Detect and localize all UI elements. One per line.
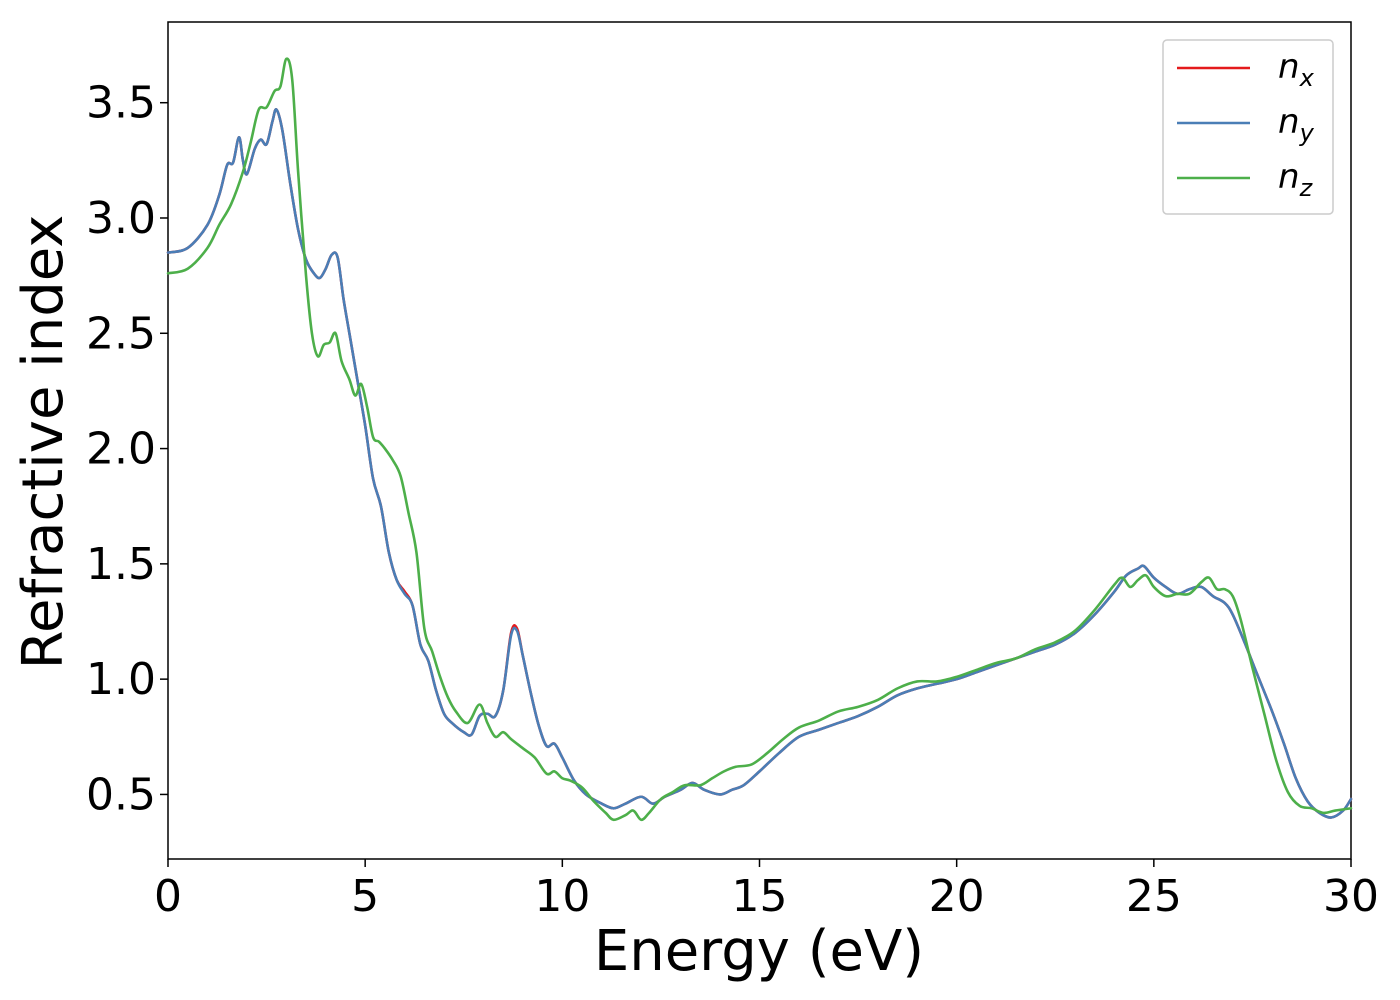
series-line-nz [166,57,1353,822]
y-axis-label: Refractive index [11,215,76,670]
x-tick-label: 30 [1323,871,1379,922]
legend: nx ny nz [1162,39,1334,215]
x-tick-label: 15 [732,871,788,922]
x-axis-ticks: 0 5 10 15 20 25 30 [154,859,1379,922]
series-layer [166,57,1353,822]
y-tick-label: 3.5 [86,78,156,129]
y-tick-label: 2.0 [86,424,156,475]
x-tick-label: 20 [929,871,985,922]
legend-box [1162,39,1334,215]
x-tick-label: 0 [154,871,182,922]
legend-label-nz: nz [1278,157,1314,202]
series-line-ny [166,108,1353,819]
plot-area: 0 5 10 15 20 25 30 0.5 1.0 1.5 2.0 2.5 3.0 3.5 [86,21,1379,922]
y-axis-ticks: 0.5 1.0 1.5 2.0 2.5 3.0 3.5 [86,78,168,820]
x-axis-label: Energy (eV) [594,919,924,984]
x-tick-label: 5 [351,871,379,922]
series-line-nx [166,108,1353,819]
y-tick-label: 1.0 [86,654,156,705]
x-tick-label: 10 [534,871,590,922]
y-tick-label: 0.5 [86,769,156,820]
y-tick-label: 2.5 [86,308,156,359]
legend-label-ny: ny [1278,102,1315,147]
x-tick-label: 25 [1126,871,1182,922]
y-tick-label: 1.5 [86,539,156,590]
y-tick-label: 3.0 [86,193,156,244]
legend-label-nx: nx [1278,47,1315,92]
